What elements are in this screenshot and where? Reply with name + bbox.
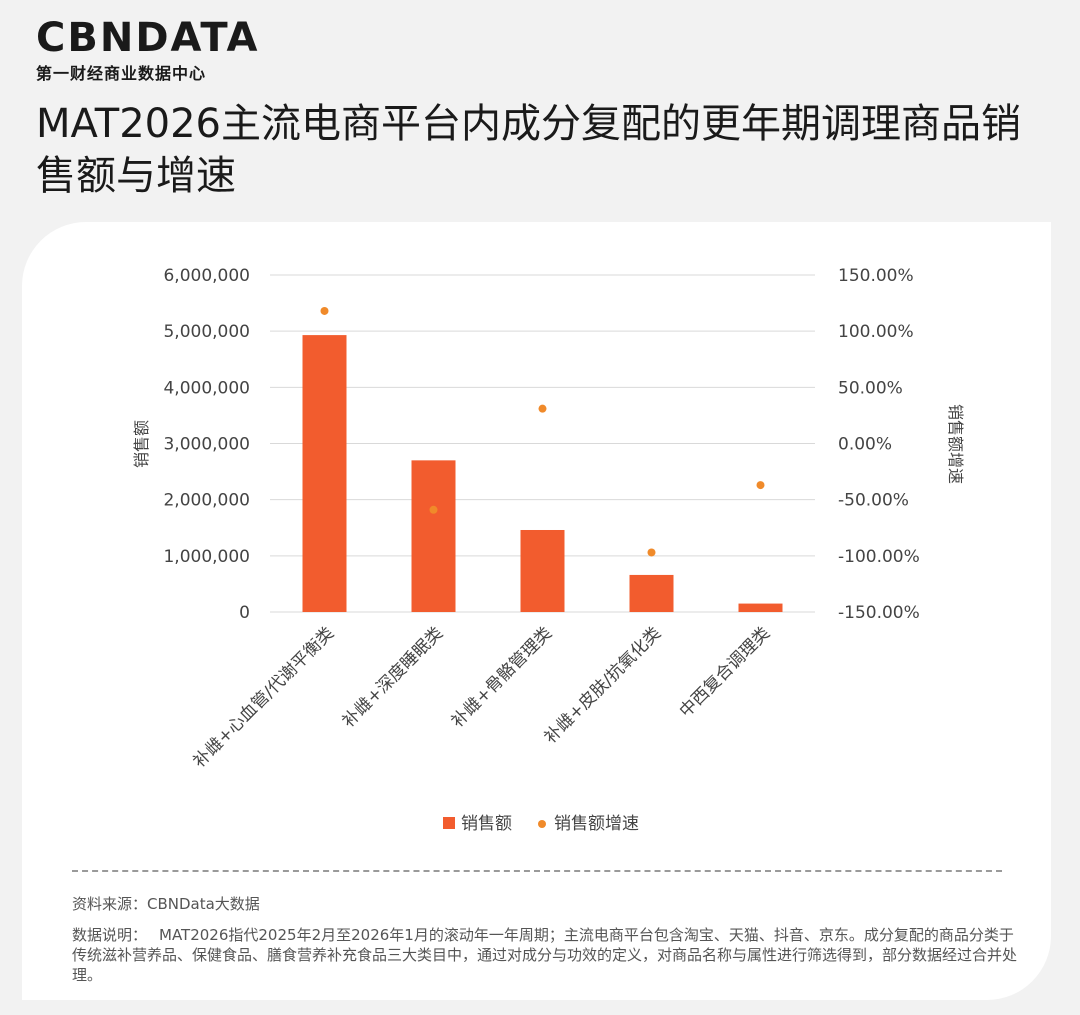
bar — [302, 335, 347, 612]
legend-item-sales: 销售额 — [461, 814, 512, 834]
x-tick-label: 补雌+皮肤/抗氧化类 — [541, 623, 665, 747]
x-tick-label: 补雌+心血管/代谢平衡类 — [190, 623, 338, 771]
logo: CBNDATA 第一财经商业数据中心 — [36, 14, 260, 84]
y-tick-label: 5,000,000 — [163, 322, 250, 342]
growth-dot — [320, 306, 329, 315]
x-tick-label: 补雌+深度睡眠类 — [339, 623, 447, 731]
growth-dot — [647, 548, 656, 557]
y-tick-label: 6,000,000 — [163, 266, 250, 286]
y-tick-label: 2,000,000 — [163, 491, 250, 511]
y2-axis-title: 销售额增速 — [946, 404, 965, 484]
legend: 销售额 销售额增速 — [443, 814, 639, 834]
bar — [520, 529, 565, 612]
bar — [738, 603, 783, 612]
page-title: MAT2026主流电商平台内成分复配的更年期调理商品销售额与增速 — [36, 101, 1021, 199]
growth-dot — [538, 404, 547, 413]
footer-divider — [72, 870, 1002, 872]
y-tick-label: 4,000,000 — [163, 378, 250, 398]
y2-axis-ticks: 150.00% 100.00% 50.00% 0.00% -50.00% -100.00%… — [838, 266, 920, 623]
growth-dots — [320, 306, 765, 557]
growth-dot — [756, 481, 765, 490]
bar — [411, 460, 456, 612]
x-tick-label: 补雌+骨骼管理类 — [448, 623, 556, 731]
data-description-label: 数据说明： — [72, 926, 148, 944]
x-tick-label: 中西复合调理类 — [676, 623, 774, 721]
y2-tick-label: -100.00% — [838, 547, 920, 567]
legend-dot-swatch — [538, 820, 546, 828]
logo-subtitle: 第一财经商业数据中心 — [36, 64, 207, 83]
legend-bar-swatch — [443, 817, 455, 829]
y2-tick-label: 0.00% — [838, 435, 892, 455]
y2-tick-label: -50.00% — [838, 491, 909, 511]
y2-tick-label: -150.00% — [838, 603, 920, 623]
y-tick-label: 3,000,000 — [163, 435, 250, 455]
legend-item-growth: 销售额增速 — [554, 814, 639, 834]
logo-wordmark: CBNDATA — [36, 15, 260, 61]
chart: 6,000,000 5,000,000 4,000,000 3,000,000 2,00… — [132, 266, 965, 834]
bar — [629, 574, 674, 612]
y-tick-label: 1,000,000 — [163, 547, 250, 567]
data-description-text: MAT2026指代2025年2月至2026年1月的滚动年一年周期；主流电商平台包… — [72, 926, 1018, 984]
y-axis-ticks: 6,000,000 5,000,000 4,000,000 3,000,000 2,00… — [163, 266, 250, 623]
y2-tick-label: 100.00% — [838, 322, 914, 342]
y2-tick-label: 50.00% — [838, 378, 903, 398]
source-note: 资料来源：CBNData大数据 — [72, 895, 260, 913]
bars — [302, 335, 783, 612]
growth-dot — [429, 505, 438, 514]
y2-tick-label: 150.00% — [838, 266, 914, 286]
data-description: 数据说明： MAT2026指代2025年2月至2026年1月的滚动年一年周期；主流… — [72, 925, 1017, 985]
y-tick-label: 0 — [239, 603, 250, 623]
y-axis-title: 销售额 — [132, 420, 151, 468]
